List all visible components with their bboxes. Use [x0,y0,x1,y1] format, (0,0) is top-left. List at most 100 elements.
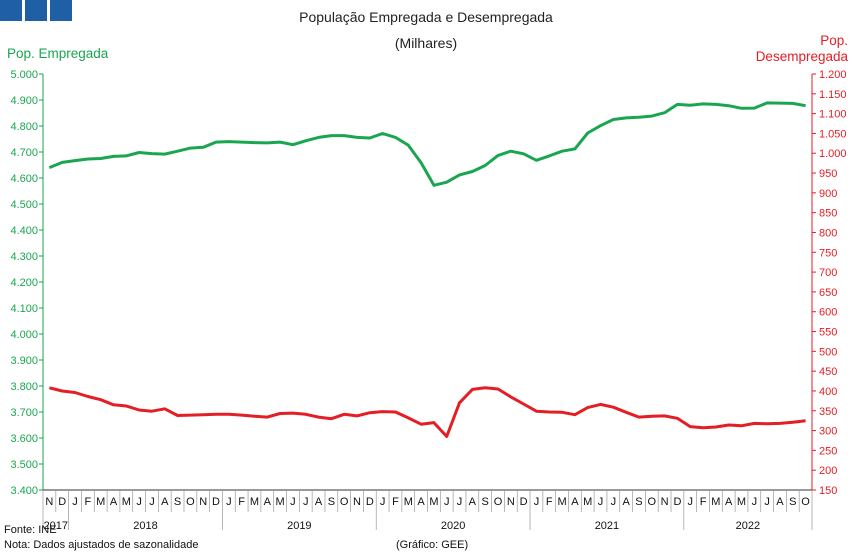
left-tick-label: 4.900 [10,95,38,107]
month-label: N [45,496,53,508]
year-label: 2018 [133,520,157,532]
month-label: F [700,496,707,508]
month-label: S [635,496,642,508]
right-tick-label: 850 [819,208,837,220]
month-label: M [737,496,746,508]
right-tick-label: 250 [819,445,837,457]
month-label: D [212,496,220,508]
month-label: J [534,496,540,508]
month-label: D [58,496,66,508]
month-label: M [404,496,413,508]
chart-title: População Empregada e Desempregada [299,9,553,25]
month-label: M [429,496,438,508]
month-label: D [520,496,528,508]
month-label: M [711,496,720,508]
month-label: N [353,496,361,508]
month-label: F [238,496,245,508]
month-label: O [494,496,503,508]
month-label: D [673,496,681,508]
employed-series-line [48,101,806,187]
month-label: S [789,496,796,508]
month-label: J [380,496,386,508]
right-tick-label: 1.100 [819,109,847,121]
right-tick-label: 150 [819,485,837,497]
month-label: S [328,496,335,508]
left-tick-label: 3.700 [10,407,38,419]
month-label: A [161,496,169,508]
left-tick-label: 3.400 [10,485,38,497]
month-label: O [801,496,810,508]
month-label: M [250,496,259,508]
month-label: J [457,496,463,508]
month-label: O [648,496,657,508]
month-label: J [72,496,78,508]
right-axis-label: Pop. Desempregada [756,33,848,65]
month-label: D [366,496,374,508]
month-label: N [661,496,669,508]
month-label: N [507,496,515,508]
right-tick-label: 700 [819,267,837,279]
right-tick-label: 900 [819,188,837,200]
right-tick-label: 750 [819,247,837,259]
month-label: A [417,496,425,508]
right-tick-label: 600 [819,307,837,319]
year-label: 2021 [595,520,619,532]
month-label: J [687,496,693,508]
left-axis-label: Pop. Empregada [7,46,109,61]
right-tick-label: 550 [819,327,837,339]
month-label: M [557,496,566,508]
month-label: M [276,496,285,508]
month-label: A [315,496,323,508]
month-label: A [110,496,118,508]
right-axis-label-line2: Desempregada [755,49,848,64]
year-label: 2017 [44,520,68,532]
month-label: A [264,496,272,508]
month-label: N [199,496,207,508]
month-label: M [583,496,592,508]
month-label: J [444,496,450,508]
left-tick-label: 4.500 [10,199,38,211]
left-tick-label: 5.000 [10,69,38,81]
right-tick-label: 300 [819,426,837,438]
logo-block [50,0,72,21]
right-tick-label: 1.150 [819,89,847,101]
month-label: S [482,496,489,508]
right-axis-label-line1: Pop. [820,33,848,48]
month-label: J [752,496,758,508]
month-label: A [725,496,733,508]
right-tick-label: 1.000 [819,148,847,160]
left-tick-label: 4.700 [10,147,38,159]
month-label: J [149,496,155,508]
month-label: J [303,496,309,508]
left-tick-label: 4.100 [10,303,38,315]
right-tick-label: 800 [819,227,837,239]
left-tick-label: 4.600 [10,173,38,185]
left-tick-label: 3.600 [10,433,38,445]
unemployed-series-line [49,386,806,438]
month-label: A [571,496,579,508]
right-tick-label: 350 [819,406,837,418]
year-label: 2022 [736,520,760,532]
logo [0,0,72,21]
logo-block [0,0,22,21]
left-tick-label: 4.400 [10,225,38,237]
month-label: J [290,496,296,508]
left-tick-label: 3.500 [10,459,38,471]
year-label: 2020 [441,520,465,532]
month-label: F [392,496,399,508]
left-tick-label: 3.900 [10,355,38,367]
month-label: J [764,496,770,508]
month-label: F [84,496,91,508]
month-label: J [226,496,232,508]
month-label: S [174,496,181,508]
right-tick-label: 1.200 [819,69,847,81]
logo-block [25,0,47,21]
month-label: O [340,496,349,508]
right-tick-label: 500 [819,346,837,358]
left-tick-label: 4.200 [10,277,38,289]
month-label: J [611,496,617,508]
month-label: A [622,496,630,508]
month-label: J [598,496,604,508]
left-tick-label: 4.800 [10,121,38,133]
